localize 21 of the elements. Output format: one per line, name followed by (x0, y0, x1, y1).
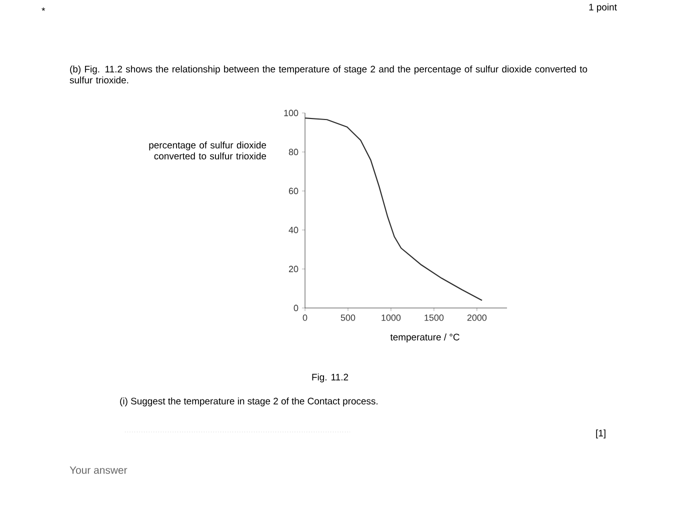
x-tick-label: 1500 (424, 314, 444, 321)
text: [1] (596, 430, 606, 438)
y-axis-title: percentage of sulfur dioxide converted to sulfur trioxide (149, 142, 266, 160)
x-tick-label: 1000 (382, 314, 401, 321)
x-axis-title: temperature / °C (390, 334, 460, 342)
line-series (304, 118, 483, 301)
x-tick-label: 0 (302, 314, 308, 321)
text: Your answer (70, 466, 128, 474)
chart-title: (b) Fig. 11.2 shows the relationship between the temperature of stage 2 and the percentage of sulfur dioxide converted to sulfur trioxide. (70, 66, 588, 84)
text: * (42, 8, 46, 11)
y-tick-label: 0 (294, 304, 298, 312)
x-tick-label: 2000 (467, 314, 487, 321)
y-tick-label: 80 (288, 148, 298, 156)
text: (i) Suggest the temperature in stage 2 of the Contact process. (120, 398, 378, 406)
text: 1 point (589, 4, 617, 12)
caption: Fig. 11.2 (312, 374, 348, 382)
y-tick-label: 20 (288, 266, 298, 272)
y-tick-label: 40 (288, 226, 298, 234)
y-tick-label: 100 (284, 110, 298, 116)
x-tick-label: 500 (340, 314, 356, 321)
y-tick-label: 60 (288, 188, 298, 194)
